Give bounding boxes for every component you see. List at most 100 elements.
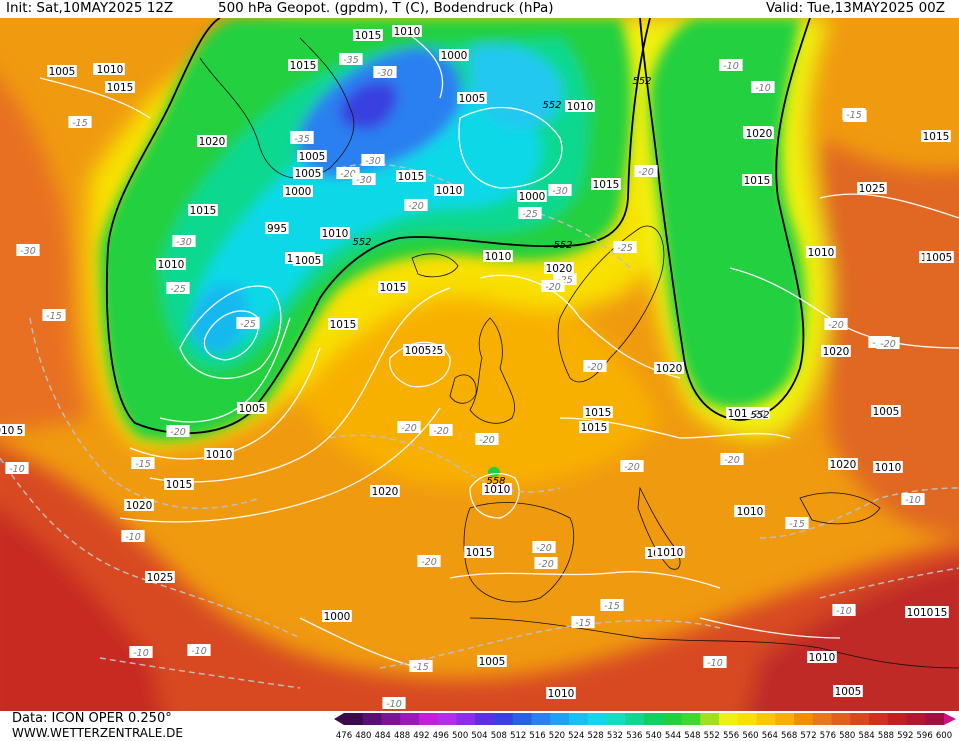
isobar-label: 995 bbox=[267, 223, 287, 235]
isobar-1005-east bbox=[819, 193, 959, 219]
color-legend-tick-label: 560 bbox=[742, 731, 758, 741]
temperature-label-box bbox=[68, 116, 92, 128]
isobar-label-box bbox=[591, 178, 621, 190]
temperature-label: -15 bbox=[575, 618, 591, 629]
isobar-label: 1010 bbox=[158, 259, 185, 271]
temperature-label: -20 bbox=[587, 362, 603, 373]
color-legend-tick-label: 596 bbox=[917, 731, 933, 741]
temperature-label: -25 bbox=[240, 319, 256, 330]
isobar-label: 1010 bbox=[737, 506, 764, 518]
isobar-label-box bbox=[828, 458, 858, 470]
coast-iberia bbox=[463, 502, 575, 603]
color-legend-swatch bbox=[362, 713, 382, 725]
isobar-1020-south bbox=[299, 617, 421, 669]
color-legend-tick-label: 548 bbox=[684, 731, 700, 741]
temp-line-10-south bbox=[99, 657, 301, 689]
temperature-label-box bbox=[16, 244, 40, 256]
temperature-label-box bbox=[121, 530, 145, 542]
isobar-label-box bbox=[322, 610, 352, 622]
isobar-label: 1010 bbox=[97, 64, 124, 76]
color-legend-tick-label: 532 bbox=[607, 731, 623, 741]
field-592 bbox=[0, 510, 164, 711]
isobar-label-box bbox=[483, 250, 513, 262]
isobar-label-box bbox=[464, 546, 494, 558]
color-legend-swatch bbox=[700, 713, 720, 725]
temp-line-20-center bbox=[329, 434, 561, 493]
temperature-label: -20 bbox=[408, 201, 424, 212]
temperature-label-box bbox=[571, 616, 595, 628]
isobar-label-box bbox=[921, 130, 951, 142]
isobar-label: 1020 bbox=[656, 363, 683, 375]
isobar-label-box bbox=[197, 135, 227, 147]
temperature-label: -30 bbox=[356, 175, 372, 186]
isobar-label-box bbox=[156, 258, 186, 270]
color-legend-swatch bbox=[681, 713, 701, 725]
isobar-label-box bbox=[439, 49, 469, 61]
temperature-label-box bbox=[746, 407, 770, 419]
isobar-1025-atlantic bbox=[389, 341, 451, 388]
temperature-label: -30 bbox=[365, 156, 381, 167]
temperature-label: -25 bbox=[557, 275, 573, 286]
temperature-label: -20 bbox=[170, 427, 186, 438]
isobar-label-box bbox=[924, 251, 954, 263]
temperature-label-box bbox=[373, 66, 397, 78]
temperature-label-box bbox=[361, 154, 385, 166]
color-legend-tick-label: 512 bbox=[510, 731, 526, 741]
isobar-label: 1015 bbox=[581, 422, 608, 434]
isobar-label: 1005 bbox=[479, 656, 506, 668]
temperature-label: -10 bbox=[755, 83, 771, 94]
isobar-1005-west bbox=[159, 317, 291, 423]
temperature-label-box bbox=[541, 280, 565, 292]
color-legend-swatch bbox=[456, 713, 476, 725]
temperature-label-box bbox=[475, 433, 499, 445]
temperature-label: -20 bbox=[536, 543, 552, 554]
isobar-label: 1020 bbox=[372, 486, 399, 498]
coast-greenland bbox=[199, 37, 355, 179]
isobar-label: 1005 bbox=[299, 151, 326, 163]
init-time: Init: Sat,10MAY2025 12Z bbox=[6, 0, 174, 16]
isobar-1005-northwest bbox=[39, 77, 151, 119]
color-legend-arrow-right bbox=[944, 713, 956, 725]
isobar-1020-europe bbox=[479, 274, 681, 379]
geopotential-label: 552 bbox=[553, 240, 572, 251]
color-legend-swatch bbox=[850, 713, 870, 725]
temperature-label-box bbox=[620, 460, 644, 472]
isobar-label: 1000 bbox=[519, 191, 546, 203]
color-legend-swatch bbox=[381, 713, 401, 725]
isobar-label: 1000 bbox=[324, 611, 351, 623]
isobar-label-box bbox=[544, 262, 574, 274]
color-legend-tick-label: 536 bbox=[626, 731, 642, 741]
coast-north-africa bbox=[469, 617, 959, 669]
isobar-label-box bbox=[857, 182, 887, 194]
temperature-label-box bbox=[5, 462, 29, 474]
contour-552 bbox=[105, 18, 651, 435]
color-legend-swatch bbox=[550, 713, 570, 725]
color-legend-swatch bbox=[400, 713, 420, 725]
isobar-label: 1020 bbox=[823, 346, 850, 358]
temperature-label: -35 bbox=[343, 55, 359, 66]
isobar-label: 1005 bbox=[835, 686, 862, 698]
temperature-label: -10 bbox=[905, 495, 921, 506]
field-592-east bbox=[746, 562, 959, 711]
isobar-label-box bbox=[293, 254, 323, 266]
color-legend-tick-label: 528 bbox=[587, 731, 603, 741]
coast-black-sea bbox=[799, 492, 881, 525]
color-legend-swatch bbox=[794, 713, 814, 725]
color-legend-tick-label: 568 bbox=[781, 731, 797, 741]
isobar-label-box bbox=[873, 461, 903, 473]
temperature-label: -10 bbox=[125, 532, 141, 543]
temperature-label-box bbox=[832, 604, 856, 616]
color-legend-tick-label: 592 bbox=[897, 731, 913, 741]
color-legend-swatch bbox=[437, 713, 457, 725]
isobar-label-box bbox=[124, 499, 154, 511]
isobar-label: 1020 bbox=[199, 136, 226, 148]
isobar-label-box bbox=[654, 362, 684, 374]
temperature-label: -15 bbox=[604, 601, 620, 612]
temperature-label-box bbox=[532, 541, 556, 553]
geopotential-label: 552 bbox=[750, 410, 769, 421]
isobar-label-box bbox=[370, 485, 400, 497]
temperature-label-box bbox=[785, 517, 809, 529]
isobar-label-box bbox=[403, 344, 433, 356]
isobar-label: 1005 bbox=[926, 252, 953, 264]
